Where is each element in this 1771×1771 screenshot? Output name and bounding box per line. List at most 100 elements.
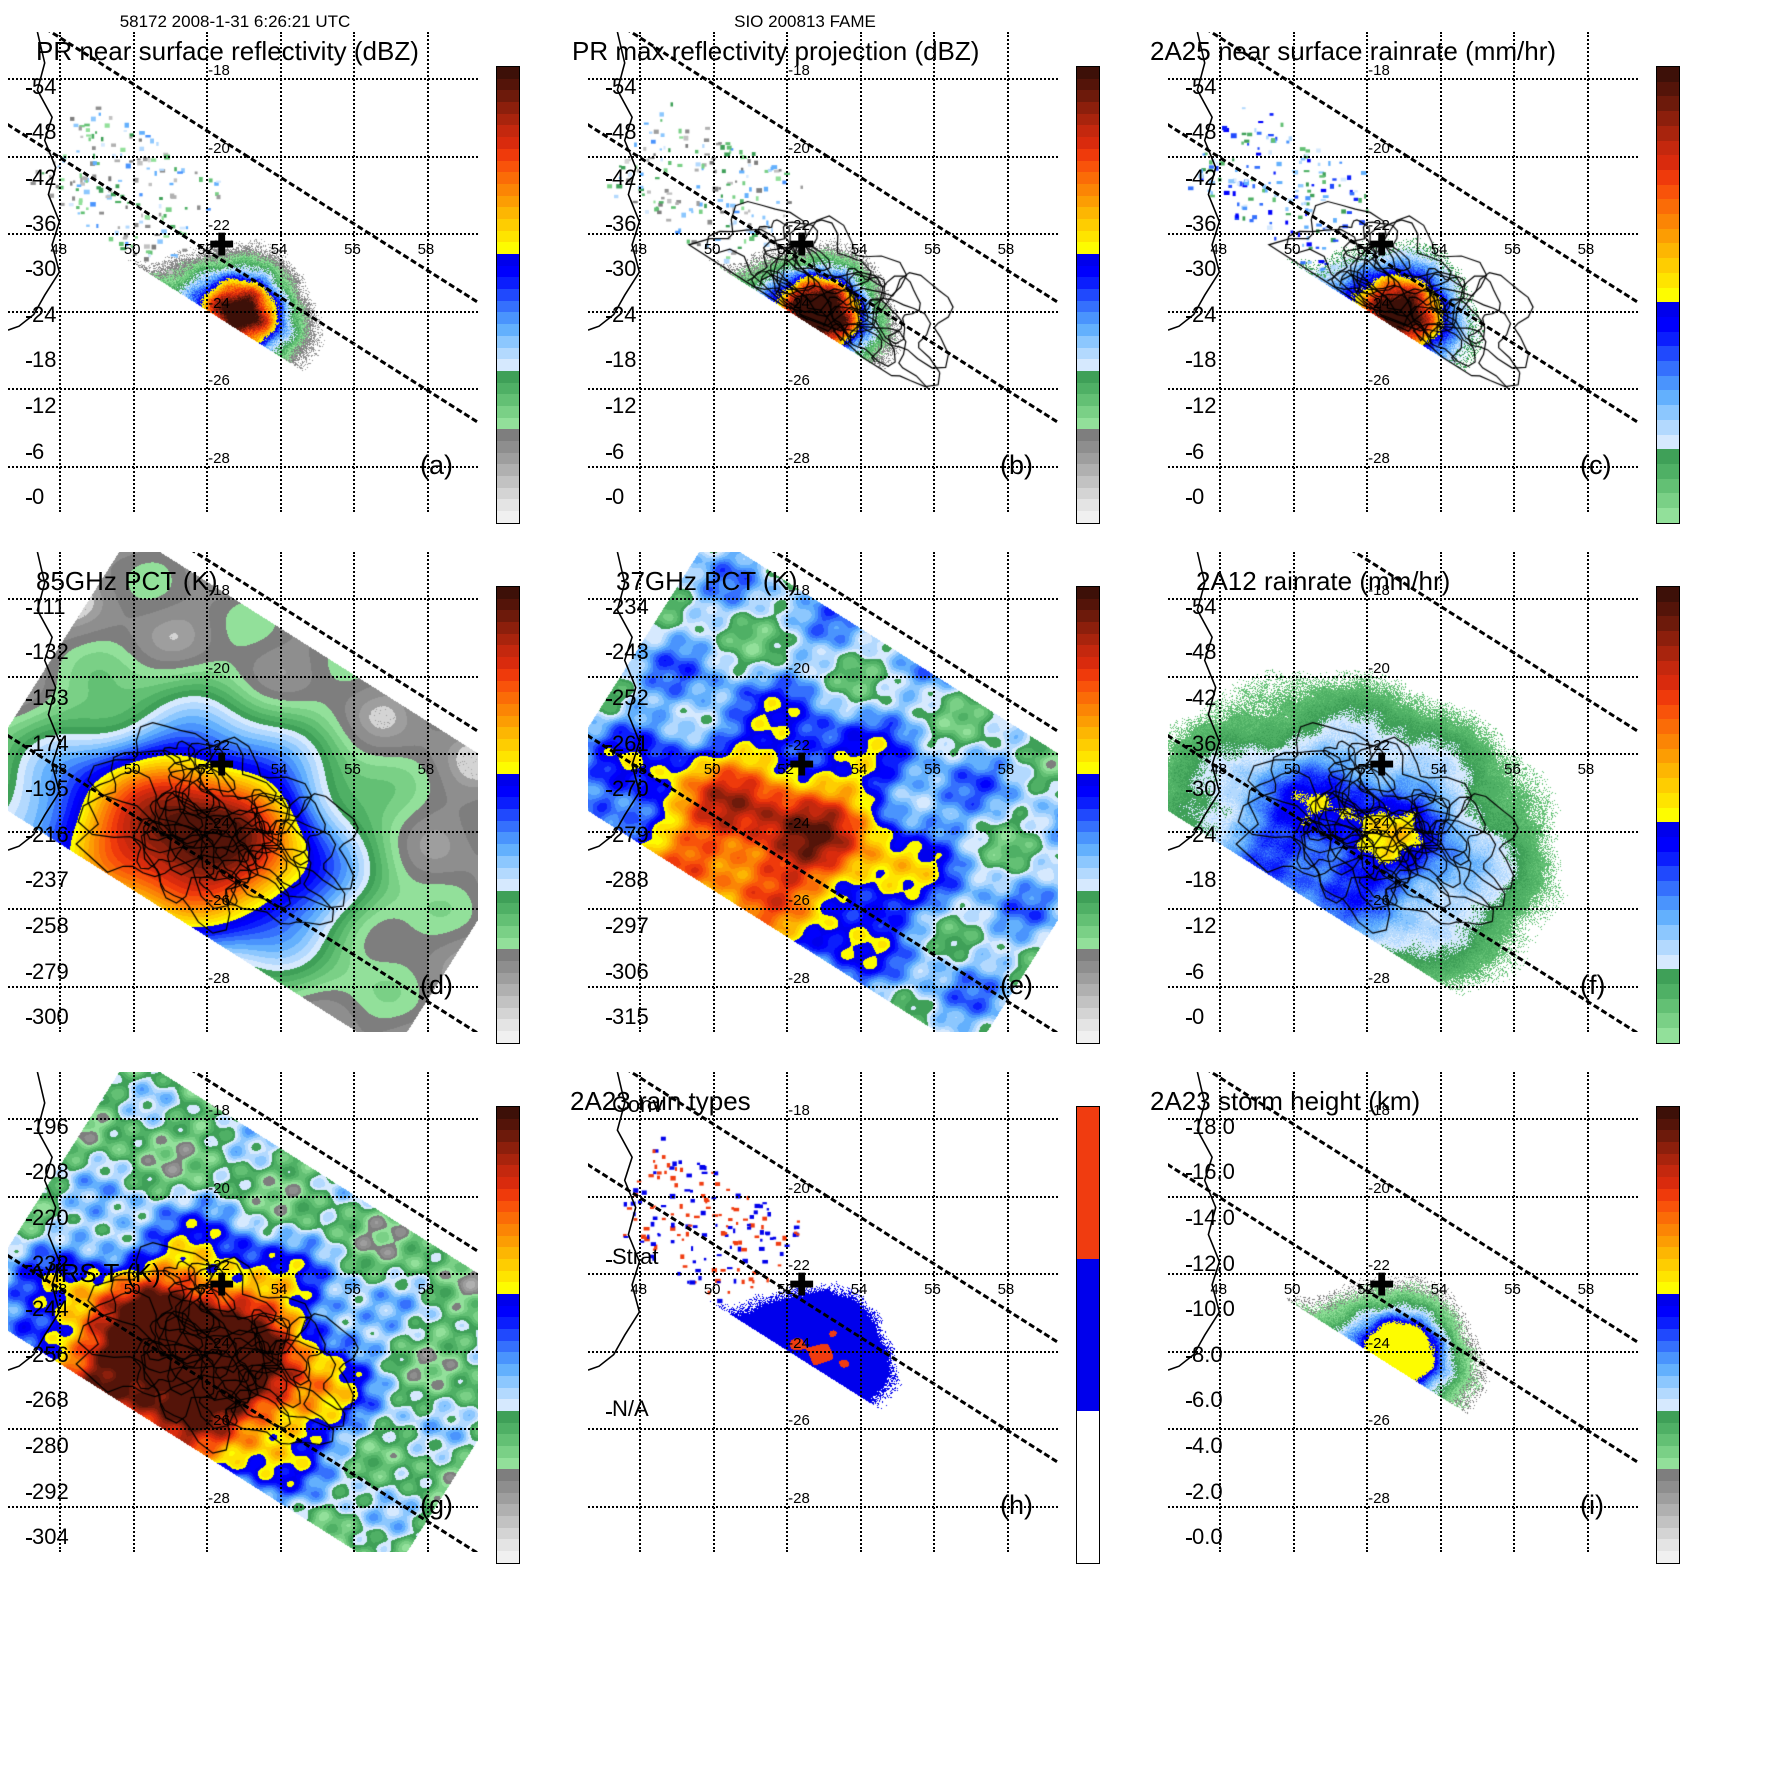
plot-area-a[interactable]: 48 50 52 54 56 58 -18 -20 -22 -24 -26 -28 ✚ <box>8 32 478 512</box>
gridline-lon-48 <box>1219 32 1222 512</box>
colorbar-segment-17 <box>1657 1305 1679 1318</box>
plot-area-e[interactable]: 48 50 52 54 56 58 -18 -20 -22 -24 -26 -28 ✚ <box>588 552 1058 1032</box>
colorbar-tick-dbz-9: 0 <box>606 486 624 508</box>
colorbar-segment-30 <box>1657 1028 1679 1043</box>
colorbar-tick-rainrate-0: 54 <box>1186 595 1216 618</box>
colorbar-tick-rainrate-8: 6 <box>1186 960 1204 983</box>
plot-area-g[interactable]: 48 50 52 54 56 58 -18 -20 -22 -24 -26 -28 ✚ <box>8 1072 478 1552</box>
colorbar-stormheight[interactable] <box>1656 1106 1680 1564</box>
colorbar-segment-10 <box>1077 703 1099 716</box>
panel-letter-g: (g) <box>420 1490 453 1520</box>
lon-tick-label-54: 54 <box>1430 760 1448 778</box>
lat-tick-label-28: -28 <box>1368 449 1390 467</box>
colorbar-segment-33 <box>1657 1492 1679 1505</box>
colorbar-segment-24 <box>497 1387 519 1400</box>
colorbar-segment-30 <box>497 1457 519 1470</box>
lon-tick-label-56: 56 <box>924 760 941 778</box>
data-raster-h <box>588 1072 1058 1552</box>
colorbar-virs[interactable] <box>496 1106 520 1564</box>
colorbar-segment-14 <box>1657 792 1679 808</box>
colorbar-segment-26 <box>497 1410 519 1423</box>
gridline-lat--22 <box>1168 1273 1638 1276</box>
colorbar-segment-0 <box>497 587 519 599</box>
lon-tick-label-48: 48 <box>1210 760 1228 778</box>
gridline-lon-48 <box>59 32 62 512</box>
colorbar-tickmark <box>1186 653 1192 656</box>
colorbar-segment-30 <box>497 937 519 950</box>
lon-tick-label-54: 54 <box>270 240 288 258</box>
colorbar-segment-32 <box>497 441 519 453</box>
colorbar-segment-20 <box>1657 881 1679 896</box>
colorbar-segment-36 <box>497 1007 519 1020</box>
colorbar-segment-10 <box>1657 734 1679 749</box>
gridline-lon-58 <box>1586 32 1589 512</box>
colorbar-tick-pct85-6: 237 <box>26 869 69 891</box>
lon-tick-label-56: 56 <box>1504 760 1521 778</box>
colorbar-tickmark <box>1186 1401 1192 1404</box>
gridline-lon-58 <box>1586 1072 1589 1552</box>
plot-area-d[interactable]: 48 50 52 54 56 58 -18 -20 -22 -24 -26 -28 ✚ <box>8 552 478 1032</box>
plot-area-f[interactable]: 48 50 52 54 56 58 -18 -20 -22 -24 -26 -28 ✚ <box>1168 552 1638 1032</box>
gridline-lat--18 <box>588 78 1058 81</box>
plot-area-b[interactable]: 48 50 52 54 56 58 -18 -20 -22 -24 -26 -28 ✚ <box>588 32 1058 512</box>
colorbar-segment-9 <box>497 1212 519 1224</box>
colorbar-dbz[interactable] <box>496 66 520 524</box>
plot-area-c[interactable]: 48 50 52 54 56 58 -18 -20 -22 -24 -26 -28 ✚ <box>1168 32 1638 512</box>
gridline-lon-56 <box>353 1072 356 1552</box>
colorbar-tickmark <box>606 224 612 227</box>
colorbar-segment-8 <box>1077 160 1099 173</box>
colorbar-segment-14 <box>497 1270 519 1283</box>
colorbar-tickmark <box>1186 1018 1192 1021</box>
gridline-lat--28 <box>8 465 478 468</box>
plot-area-i[interactable]: 48 50 52 54 56 58 -18 -20 -22 -24 -26 -28 ✚ <box>1168 1072 1638 1552</box>
gridline-lon-56 <box>353 552 356 1032</box>
plot-area-h[interactable]: 48 50 52 54 56 58 -18 -20 -22 -24 -26 -28 ✚ <box>588 1072 1058 1552</box>
colorbar-tickmark <box>1186 452 1192 455</box>
colorbar-rainrate[interactable] <box>1656 586 1680 1044</box>
lon-tick-label-50: 50 <box>703 240 721 258</box>
data-raster-d <box>8 552 478 1032</box>
colorbar-segment-10 <box>497 703 519 716</box>
colorbar-segment-38 <box>1657 1551 1679 1563</box>
colorbar-segment-11 <box>497 195 519 208</box>
colorbar-segment-18 <box>1657 851 1679 867</box>
colorbar-segment-12 <box>1657 763 1679 779</box>
colorbar-tick-stormheight-5: 8.0 <box>1186 1343 1223 1366</box>
colorbar-tick-pct37-1: 243 <box>606 641 649 663</box>
gridline-lat--18 <box>8 78 478 81</box>
colorbar-pct85[interactable] <box>496 586 520 1044</box>
colorbar-tick-pct37-7: 297 <box>606 915 649 937</box>
colorbar-segment-26 <box>1077 890 1099 903</box>
lon-tick-label-52: 52 <box>1357 240 1374 258</box>
lat-tick-label-28: -28 <box>1368 969 1390 987</box>
colorbar-segment-24 <box>497 867 519 880</box>
gridline-lat--22 <box>8 1273 478 1276</box>
gridline-lon-52 <box>1366 552 1369 1032</box>
gridline-lon-48 <box>639 1072 642 1552</box>
colorbar-pct37[interactable] <box>1076 586 1100 1044</box>
colorbar-segment-18 <box>1657 1317 1679 1330</box>
colorbar-rainrate[interactable] <box>1656 66 1680 524</box>
colorbar-dbz[interactable] <box>1076 66 1100 524</box>
lon-tick-label-58: 58 <box>417 1280 435 1298</box>
colorbar-segment-15 <box>1657 287 1679 303</box>
colorbar-tickmark <box>606 699 612 701</box>
colorbar-tickmark <box>1186 407 1192 409</box>
colorbar-tickmark <box>26 224 32 227</box>
colorbar-segment-22 <box>1657 910 1679 926</box>
colorbar-segment-18 <box>1077 277 1099 290</box>
colorbar-segment-18 <box>497 797 519 810</box>
panel-title-g: VIRS T (K) <box>36 1258 161 1288</box>
gridline-lat--28 <box>588 985 1058 988</box>
colorbar-segment-25 <box>1077 879 1099 891</box>
colorbar-tick-pct85-5: 216 <box>26 823 69 846</box>
lon-tick-label-52: 52 <box>777 240 794 258</box>
center-marker-c: ✚ <box>1369 228 1395 262</box>
gridline-lat--24 <box>8 830 478 833</box>
colorbar-segment-0 <box>497 1107 519 1119</box>
colorbar-tick-stormheight-8: 2.0 <box>1186 1480 1223 1503</box>
colorbar-tick-virs-7: 280 <box>26 1435 69 1457</box>
lat-tick-label-24: -24 <box>1368 814 1390 832</box>
colorbar-raintypes[interactable] <box>1076 1106 1100 1564</box>
colorbar-segment-11 <box>1657 748 1679 764</box>
